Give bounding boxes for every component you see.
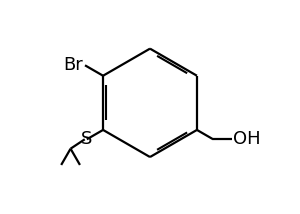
Text: Br: Br [63, 56, 83, 74]
Text: OH: OH [233, 130, 261, 148]
Text: S: S [81, 130, 92, 148]
